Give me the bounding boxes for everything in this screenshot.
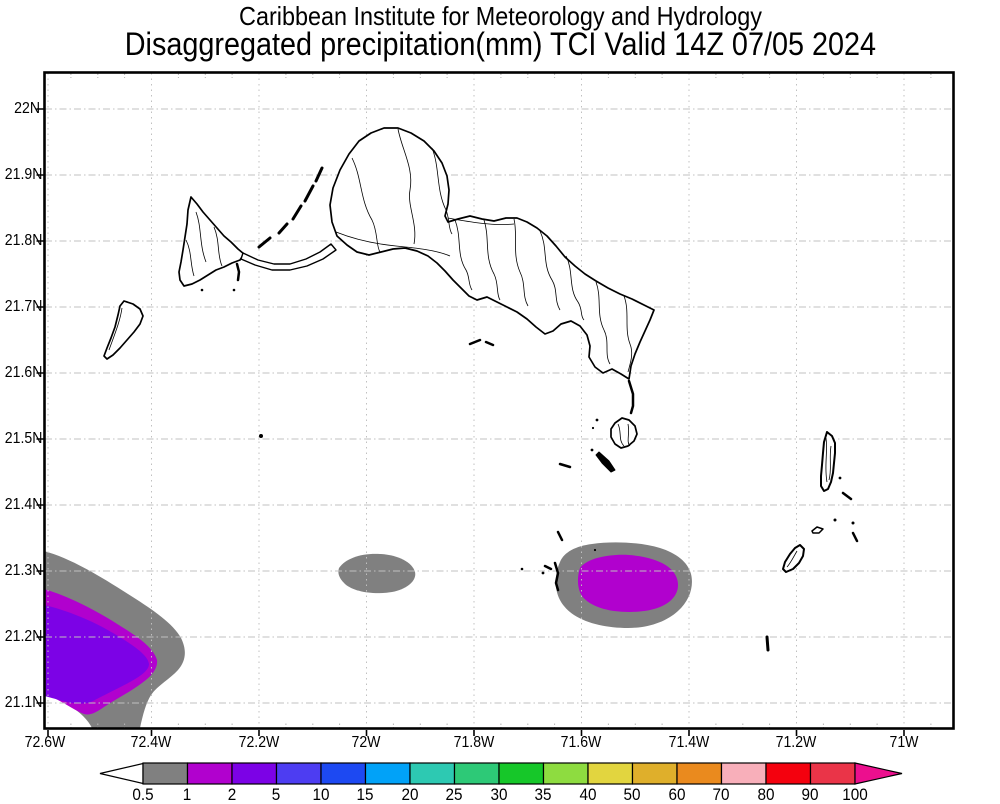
colorbar-tick-label: 25 [445,785,463,804]
lon-label: 71.4W [668,734,710,751]
colorbar-segment [765,762,812,785]
colorbar-segment [320,762,367,785]
colorbar-tick-label: 40 [579,785,597,804]
colorbar-segment [542,762,589,785]
lat-axis-ticks [36,108,44,704]
colorbar-tick-label: 100 [842,785,868,804]
nw-barrier-cays [257,166,324,249]
title-line1: Caribbean Institute for Meteorology and … [238,1,762,31]
colorbar-tick-label: 70 [712,785,730,804]
colorbar-right-arrow [854,762,903,785]
lat-label: 21.9N [4,166,43,183]
page-title: Caribbean Institute for Meteorology and … [0,2,1000,30]
lon-label: 72W [351,734,381,751]
colorbar-tick-label: 80 [757,785,775,804]
colorbar-tick-label: 1 [182,785,192,804]
colorbar-segment [364,762,411,785]
colorbar-tick-label: 90 [801,785,819,804]
colorbar-segment [676,762,723,785]
lon-label: 71.2W [775,734,817,751]
colorbar-tick-label: 60 [668,785,686,804]
islet-dove-cay [595,451,616,473]
lat-label: 21.8N [4,232,43,249]
colorbar-segment [809,762,856,785]
minor-tick-stubs [70,73,932,728]
lat-label: 21.3N [4,562,43,579]
colorbar-segment [453,762,500,785]
colorbar-tick-label: 15 [356,785,374,804]
grid-lines [45,73,953,728]
precip-shading [44,542,692,728]
lon-axis-ticks [47,730,905,736]
precip-sw-purple [44,605,149,704]
lon-label: 71.8W [453,734,495,751]
colorbar-tick-label: 5 [271,785,281,804]
map-frame [43,71,955,730]
colorbar-tick-label: 35 [534,785,552,804]
colorbar-segment [409,762,456,785]
colorbar-left-arrow [99,762,144,785]
colorbar-tick-label: 30 [490,785,508,804]
precip-center-gray [338,553,416,594]
lat-label: 21.7N [4,298,43,315]
colorbar [99,762,903,785]
colorbar-segment [587,762,634,785]
colorbar-tick-label: 2 [227,785,237,804]
colorbar-segment [142,762,189,785]
colorbar-segment [186,762,233,785]
island-salt-cay [782,544,805,573]
grid-parallels [45,108,953,704]
island-north-middle-east-caicos [329,127,655,380]
colorbar-segment [275,762,322,785]
colorbar-tick-label: 0.5 [132,785,154,804]
lat-label: 22N [14,100,40,117]
page-subtitle: Disaggregated precipitation(mm) TCI Vali… [0,28,1000,60]
lon-label: 72.4W [130,734,172,751]
small-cays [200,166,859,652]
island-south-caicos [610,417,638,449]
colorbar-tick-label: 20 [401,785,419,804]
lon-label: 71.6W [560,734,602,751]
island-providenciales [178,196,245,287]
island-west-caicos [103,300,144,360]
lon-label: 72.6W [24,734,66,751]
scattered-cays [235,262,859,652]
lat-label: 21.1N [4,694,43,711]
lat-label: 21.6N [4,364,43,381]
lat-label: 21.2N [4,628,43,645]
grid-meridians [47,73,905,728]
title-line2: Disaggregated precipitation(mm) TCI Vali… [124,26,876,62]
lon-label: 72.2W [238,734,280,751]
precip-east-magenta [577,554,678,612]
islet-plandon-cay [811,526,824,534]
lat-label: 21.5N [4,430,43,447]
island-caicos-bank-strip [240,243,337,271]
colorbar-tick-label: 50 [623,785,641,804]
island-interior-lines [108,128,832,568]
island-grand-turk [820,431,836,492]
colorbar-segment [720,762,767,785]
colorbar-tick-label: 10 [312,785,330,804]
islands [103,127,836,573]
tiny-rocks [200,288,855,575]
colorbar-segment [631,762,678,785]
colorbar-segment [498,762,545,785]
lat-label: 21.4N [4,496,43,513]
lon-label: 71W [889,734,919,751]
colorbar-segment [231,762,278,785]
